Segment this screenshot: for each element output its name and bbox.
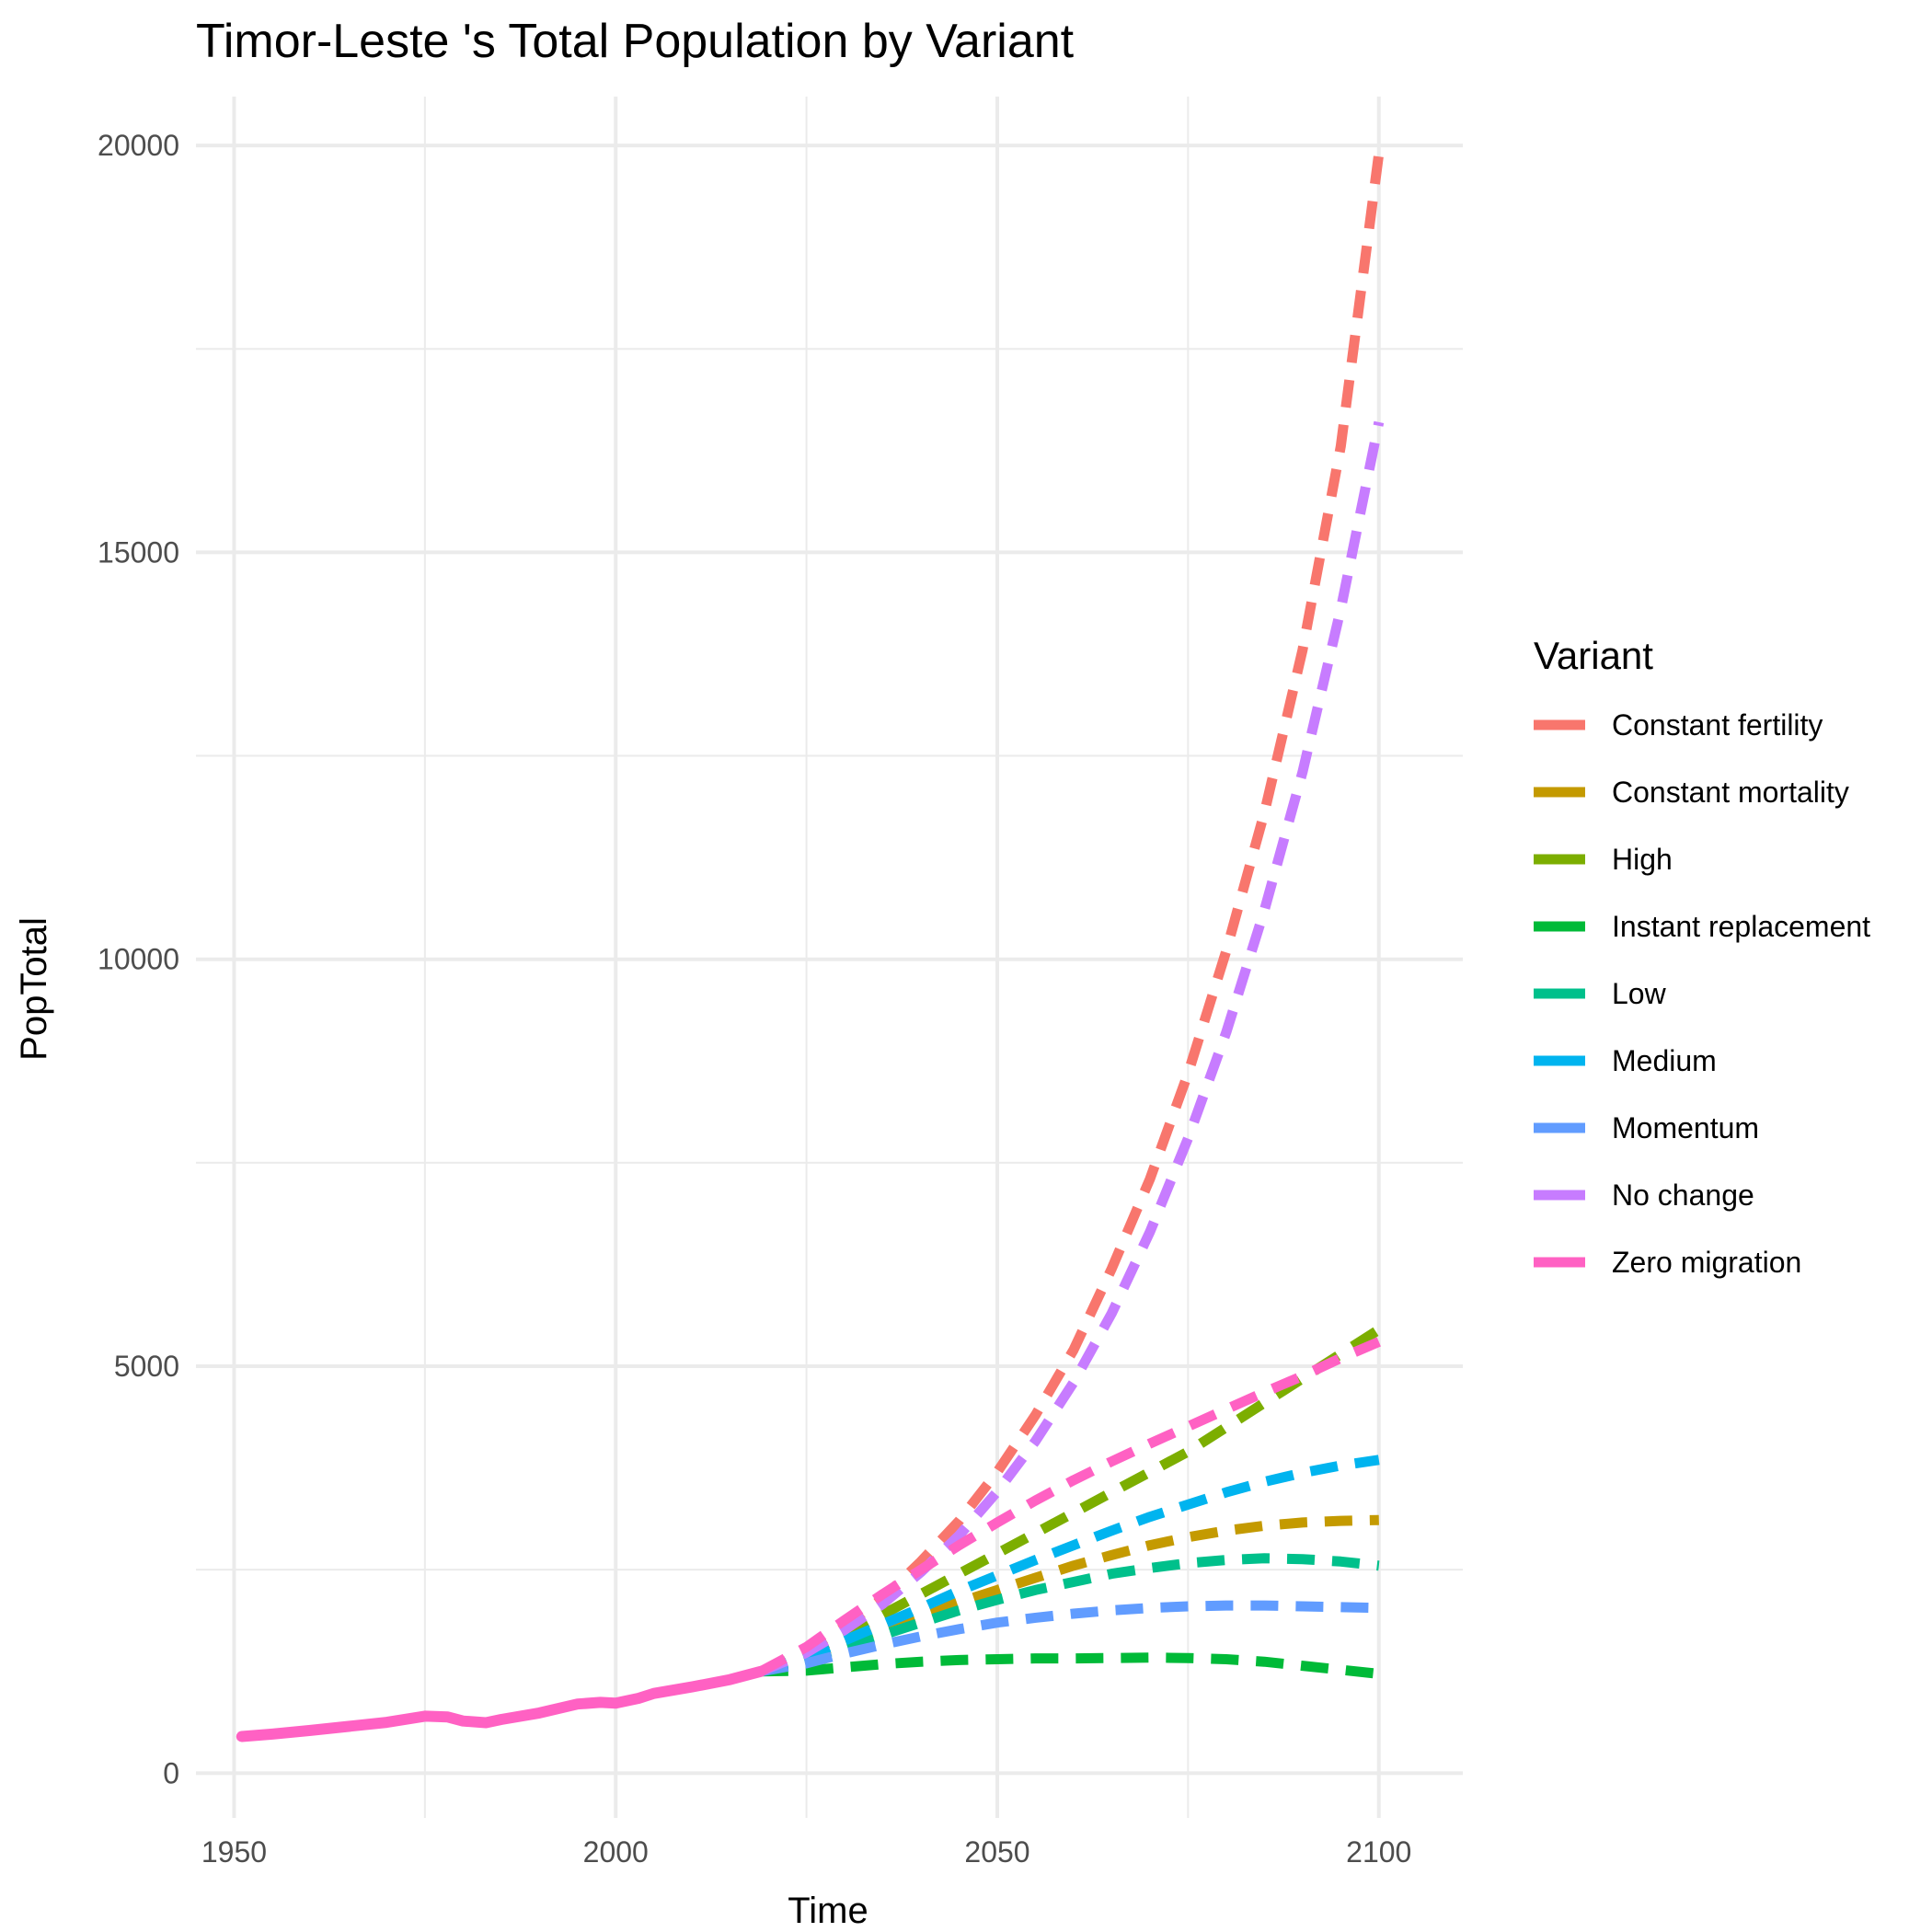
y-axis-title: PopTotal <box>14 917 54 1061</box>
legend-label-zero-migration: Zero migration <box>1612 1246 1801 1279</box>
series-line-low <box>759 1553 1380 1677</box>
grid <box>196 97 1463 1818</box>
series-line-momentum <box>759 1600 1379 1677</box>
legend-label-high: High <box>1612 843 1673 876</box>
series-lines <box>236 153 1385 1742</box>
series-line-historical <box>236 1665 766 1742</box>
legend-label-momentum: Momentum <box>1612 1111 1759 1144</box>
x-axis-title: Time <box>788 1891 868 1931</box>
y-tick-label: 20000 <box>98 129 179 162</box>
y-tick-label: 0 <box>163 1756 179 1789</box>
x-axis-ticks: 1950 2000 2050 2100 <box>201 1835 1411 1869</box>
series-line-no-change <box>758 420 1385 1676</box>
series-line-high <box>758 1325 1382 1676</box>
legend-label-instant-replacement: Instant replacement <box>1612 910 1870 943</box>
legend-label-constant-mortality: Constant mortality <box>1612 776 1849 809</box>
x-tick-label: 1950 <box>201 1835 267 1869</box>
legend-items: Constant fertility Constant mortality High… <box>1534 708 1870 1279</box>
legend-label-constant-fertility: Constant fertility <box>1612 708 1823 742</box>
x-tick-label: 2000 <box>583 1835 649 1869</box>
legend-label-low: Low <box>1612 977 1667 1010</box>
legend: Variant Constant fertility Constant morta… <box>1534 634 1870 1279</box>
legend-label-medium: Medium <box>1612 1044 1717 1077</box>
series-line-zero-migration <box>758 1337 1381 1676</box>
x-tick-label: 2100 <box>1346 1835 1411 1869</box>
x-tick-label: 2050 <box>964 1835 1029 1869</box>
series-line-constant-fertility <box>758 153 1385 1676</box>
series-line-instant-replacement <box>760 1652 1380 1679</box>
legend-label-no-change: No change <box>1612 1179 1754 1212</box>
y-tick-label: 5000 <box>114 1350 179 1383</box>
y-tick-label: 10000 <box>98 943 179 976</box>
y-tick-label: 15000 <box>98 535 179 569</box>
y-axis-ticks: 0 5000 10000 15000 20000 <box>98 129 179 1789</box>
series-line-medium <box>759 1455 1380 1677</box>
chart-title: Timor-Leste 's Total Population by Varia… <box>196 15 1075 68</box>
legend-title: Variant <box>1534 634 1653 677</box>
